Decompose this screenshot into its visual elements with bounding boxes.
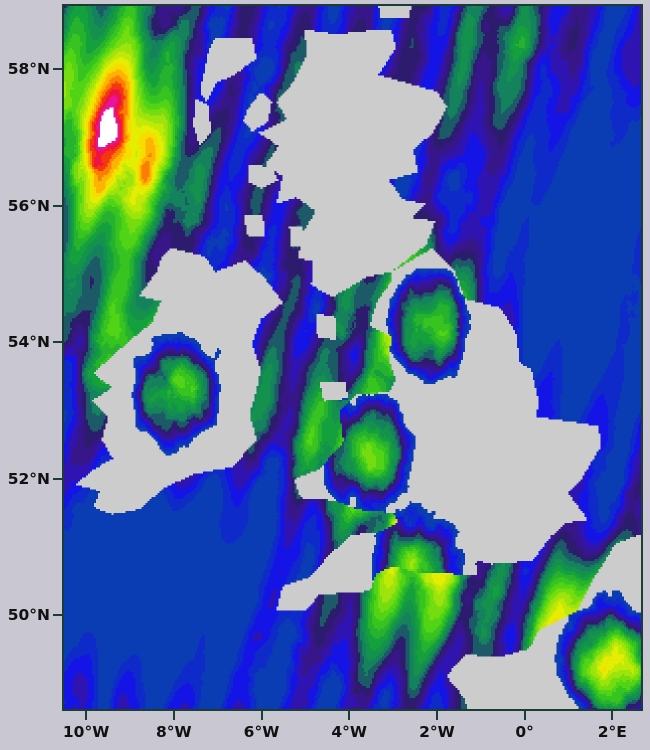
y-axis-tick-label: 54°N [7,333,50,352]
x-axis-tick [172,711,175,720]
y-axis-tick-label: 52°N [7,469,50,488]
x-axis-tick [611,711,614,720]
precipitation-heatmap-canvas[interactable] [64,6,641,709]
y-axis-tick [53,67,62,70]
y-axis-tick [53,614,62,617]
x-axis-tick [260,711,263,720]
map-plot-frame[interactable] [62,4,643,711]
x-axis-tick-label: 8°W [155,723,192,741]
x-axis-tick-label: 2°E [597,723,627,741]
y-axis-tick-label: 58°N [7,59,50,78]
x-axis-tick [348,711,351,720]
x-axis-tick-label: 6°W [243,723,280,741]
x-axis-tick-label: 4°W [331,723,368,741]
x-axis-tick-label: 10°W [62,723,110,741]
y-axis-tick [53,204,62,207]
x-axis-tick-label: 2°W [419,723,455,741]
x-axis-tick [523,711,526,720]
x-axis-tick [85,711,88,720]
x-axis-tick-label: 0° [515,723,534,741]
y-axis-tick [53,341,62,344]
y-axis-tick-label: 50°N [7,606,50,625]
y-axis-tick [53,477,62,480]
y-axis-tick-label: 56°N [7,196,50,215]
x-axis-tick [435,711,438,720]
